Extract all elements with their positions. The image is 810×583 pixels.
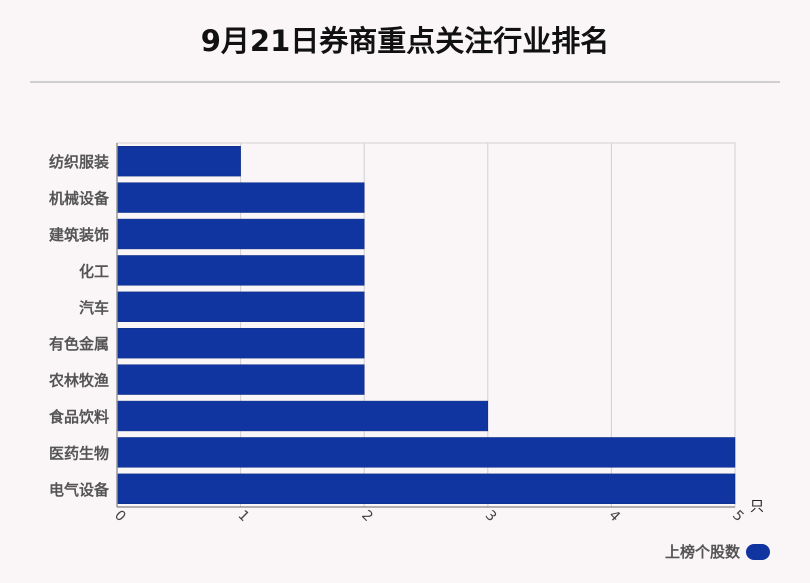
bar [117,437,736,468]
bar [117,291,365,322]
x-tick-label: 2 [358,507,376,525]
y-tick-label: 有色金属 [49,335,109,353]
y-tick-label: 建筑装饰 [49,226,109,244]
y-tick-label: 机械设备 [49,190,110,208]
y-tick-label: 化工 [79,262,109,280]
chart-title: 9月21日券商重点关注行业排名 [200,24,610,58]
legend-swatch [746,543,770,560]
y-tick-label: 农林牧渔 [48,372,109,390]
x-tick-label: 5 [729,507,747,525]
y-tick-label: 汽车 [79,299,109,317]
bar [117,255,365,286]
bar [117,364,365,395]
x-tick-label: 0 [111,507,129,525]
bar [117,146,241,177]
legend-label: 上榜个股数 [664,543,740,561]
bar [117,400,489,432]
x-tick-label: 1 [235,507,253,525]
x-axis-label: 只 [750,499,764,515]
bar [117,473,736,504]
y-tick-label: 纺织服装 [49,153,110,171]
bar [117,182,365,213]
bar [117,328,365,359]
legend[interactable]: 上榜个股数 [665,541,770,562]
y-tick-label: 食品饮料 [49,408,109,426]
x-tick-label: 4 [605,507,623,525]
y-tick-label: 电气设备 [49,481,110,499]
x-tick-label: 3 [482,507,500,525]
title-divider [30,81,780,83]
bar [117,218,365,250]
y-tick-label: 医药生物 [49,444,109,462]
